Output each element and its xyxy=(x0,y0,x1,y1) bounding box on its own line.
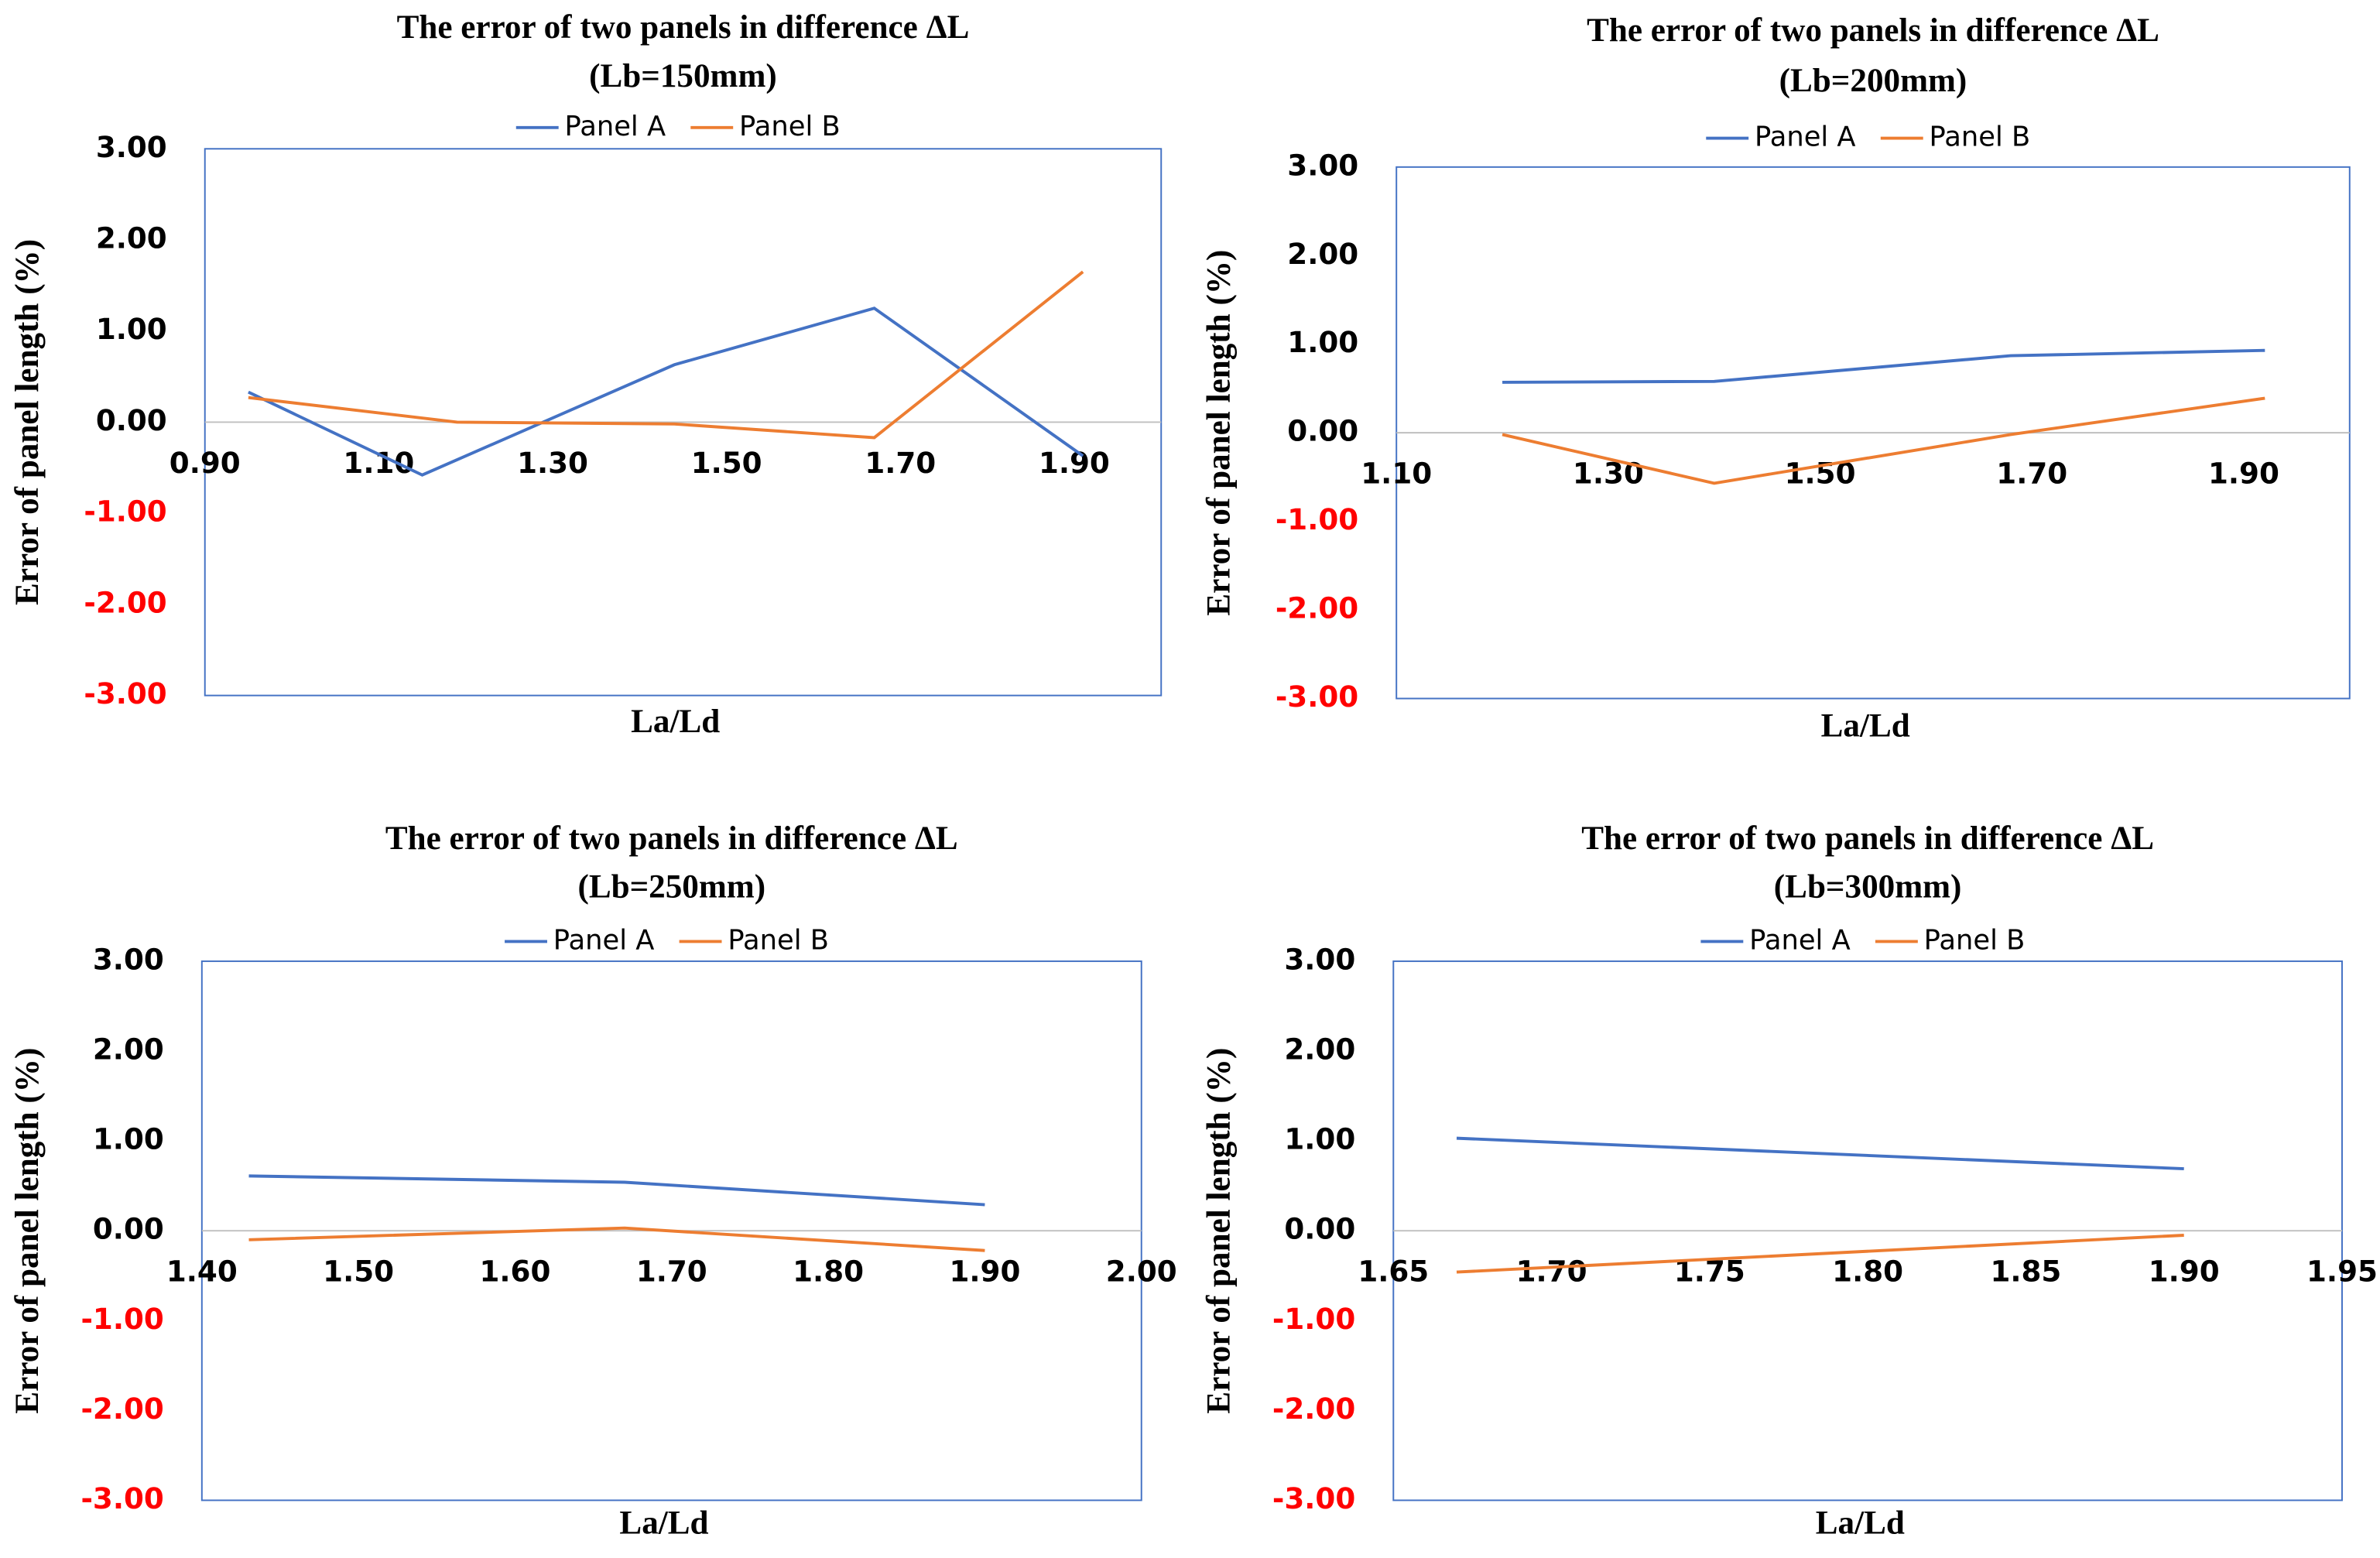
y-tick-label: 1.00 xyxy=(1287,325,1358,359)
x-tick-label: 1.80 xyxy=(1832,1255,1903,1289)
y-tick-label: 1.00 xyxy=(1284,1122,1355,1156)
legend-label: Panel B xyxy=(1930,122,2031,153)
y-tick-label: 2.00 xyxy=(1284,1032,1355,1067)
x-tick-label: 1.85 xyxy=(1990,1255,2061,1289)
x-tick-label: 1.70 xyxy=(1516,1255,1587,1289)
x-tick-label: 0.90 xyxy=(170,446,241,480)
series-line xyxy=(248,306,1084,477)
y-tick-label: -2.00 xyxy=(84,585,166,619)
x-tick-label: 1.60 xyxy=(480,1255,551,1289)
y-tick-label: -3.00 xyxy=(1272,1481,1355,1515)
chart-title: The error of two panels in difference ΔL xyxy=(1587,12,2159,49)
y-tick-label: -1.00 xyxy=(84,495,166,529)
x-tick-label: 1.95 xyxy=(2306,1255,2378,1289)
legend-label: Panel B xyxy=(739,111,841,142)
legend-label: Panel B xyxy=(728,924,829,956)
y-tick-label: 0.00 xyxy=(93,1212,164,1246)
y-tick-label: -3.00 xyxy=(84,676,166,711)
legend-label: Panel A xyxy=(1749,924,1851,956)
y-tick-label: 1.00 xyxy=(93,1122,164,1156)
series-line xyxy=(248,1226,985,1252)
series-line xyxy=(1456,1136,2184,1171)
series-line xyxy=(1502,348,2265,384)
x-tick-label: 1.30 xyxy=(517,446,588,480)
x-axis-label: La/Ld xyxy=(1816,1505,1905,1542)
y-tick-label: 2.00 xyxy=(96,221,167,255)
series-line xyxy=(248,1174,985,1207)
chart-subtitle: (Lb=200mm) xyxy=(1779,63,1967,99)
x-axis-label: La/Ld xyxy=(1821,708,1910,745)
y-tick-label: -2.00 xyxy=(1272,1392,1355,1426)
x-tick-label: 1.80 xyxy=(793,1255,864,1289)
legend-label: Panel A xyxy=(553,924,655,956)
y-axis-label: Error of panel length (%) xyxy=(9,239,46,605)
x-tick-label: 1.40 xyxy=(166,1255,238,1289)
chart-title: The error of two panels in difference ΔL xyxy=(397,9,970,46)
x-tick-label: 1.50 xyxy=(323,1255,394,1289)
y-tick-label: -1.00 xyxy=(80,1302,163,1336)
x-tick-label: 1.30 xyxy=(1573,457,1644,491)
y-tick-label: 3.00 xyxy=(93,942,164,976)
series-line xyxy=(1456,1234,2184,1274)
series-line xyxy=(248,270,1084,440)
legend-label: Panel A xyxy=(565,111,666,142)
x-tick-label: 1.90 xyxy=(949,1255,1020,1289)
x-tick-label: 1.65 xyxy=(1358,1255,1429,1289)
y-tick-label: -2.00 xyxy=(1276,591,1358,625)
x-tick-label: 2.00 xyxy=(1106,1255,1177,1289)
x-tick-label: 1.50 xyxy=(691,446,762,480)
x-tick-label: 1.70 xyxy=(865,446,936,480)
y-tick-label: -1.00 xyxy=(1276,502,1358,536)
x-axis-label: La/Ld xyxy=(631,704,720,740)
y-tick-label: 3.00 xyxy=(96,130,167,164)
legend-label: Panel A xyxy=(1755,122,1856,153)
x-axis-label: La/Ld xyxy=(619,1505,708,1542)
y-tick-label: 0.00 xyxy=(1287,414,1358,448)
y-tick-label: -3.00 xyxy=(80,1481,163,1515)
series-line xyxy=(1502,396,2265,485)
y-tick-label: 0.00 xyxy=(96,403,167,437)
y-axis-label: Error of panel length (%) xyxy=(1201,1048,1238,1414)
y-tick-label: -1.00 xyxy=(1272,1302,1355,1336)
y-tick-label: 2.00 xyxy=(1287,237,1358,271)
x-tick-label: 1.70 xyxy=(1996,457,2067,491)
y-tick-label: 3.00 xyxy=(1287,148,1358,182)
y-tick-label: 0.00 xyxy=(1284,1212,1355,1246)
chart-subtitle: (Lb=300mm) xyxy=(1774,869,1962,906)
legend-label: Panel B xyxy=(1924,924,2026,956)
y-axis-label: Error of panel length (%) xyxy=(1201,250,1238,616)
y-axis-label: Error of panel length (%) xyxy=(9,1048,46,1414)
chart-title: The error of two panels in difference ΔL xyxy=(1581,820,2154,857)
x-tick-label: 1.10 xyxy=(343,446,414,480)
chart-subtitle: (Lb=150mm) xyxy=(589,58,777,94)
y-tick-label: 2.00 xyxy=(93,1032,164,1067)
y-tick-label: -2.00 xyxy=(80,1392,163,1426)
chart-title: The error of two panels in difference ΔL xyxy=(385,820,958,857)
chart-subtitle: (Lb=250mm) xyxy=(577,869,765,906)
x-tick-label: 1.90 xyxy=(2208,457,2279,491)
y-tick-label: -3.00 xyxy=(1276,680,1358,714)
x-tick-label: 1.10 xyxy=(1361,457,1432,491)
x-tick-label: 1.90 xyxy=(2149,1255,2220,1289)
x-tick-label: 1.70 xyxy=(636,1255,707,1289)
y-tick-label: 3.00 xyxy=(1284,942,1355,976)
y-tick-label: 1.00 xyxy=(96,312,167,346)
